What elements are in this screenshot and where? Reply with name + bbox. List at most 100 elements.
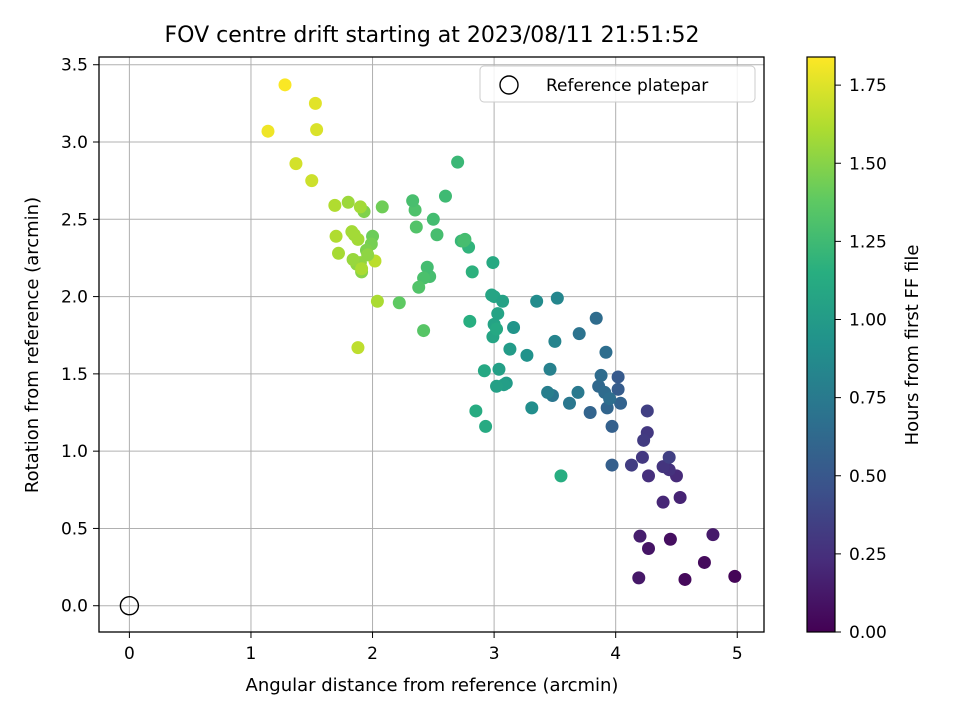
scatter-point: [361, 248, 375, 262]
colorbar-tick-label: 1.00: [849, 311, 887, 331]
scatter-point: [438, 189, 452, 203]
scatter-point: [507, 320, 521, 334]
x-tick-label: 1: [246, 644, 257, 664]
scatter-point: [420, 260, 434, 274]
scatter-point: [572, 327, 586, 341]
x-tick-label: 0: [124, 644, 135, 664]
scatter-point: [554, 469, 568, 483]
chart-title: FOV centre drift starting at 2023/08/11 …: [165, 23, 700, 48]
scatter-point: [486, 256, 500, 270]
scatter-point: [412, 280, 426, 294]
scatter-point: [430, 228, 444, 242]
scatter-point: [305, 174, 319, 188]
scatter-point: [346, 252, 360, 266]
axis-ticks: 0 1 2 3 4 5 0.0 0.5 1.0 1.5 2.0 2.5 3.0 3.5: [61, 56, 743, 664]
scatter-point: [611, 382, 625, 396]
scatter-point: [525, 401, 539, 415]
scatter-point: [451, 155, 465, 169]
scatter-point: [355, 262, 369, 276]
scatter-point: [479, 419, 493, 433]
scatter-point: [406, 194, 420, 208]
scatter-point: [530, 294, 544, 308]
scatter-point: [308, 96, 322, 110]
x-tick-label: 2: [367, 644, 378, 664]
scatter-point: [594, 368, 608, 382]
colorbar-tick-label: 0.75: [849, 389, 887, 409]
scatter-point: [463, 314, 477, 328]
scatter-point: [345, 225, 359, 239]
scatter-point: [392, 296, 406, 310]
y-tick-label: 3.0: [61, 133, 88, 153]
y-tick-label: 0.0: [61, 597, 88, 617]
x-axis-label: Angular distance from reference (arcmin): [246, 675, 619, 696]
scatter-point: [491, 307, 505, 321]
y-tick-label: 2.0: [61, 288, 88, 308]
scatter-point: [589, 311, 603, 325]
legend: Reference platepar: [479, 65, 756, 103]
scatter-point: [633, 529, 647, 543]
scatter-point: [278, 78, 292, 92]
scatter-point: [469, 404, 483, 418]
scatter-point: [490, 379, 504, 393]
scatter-point: [562, 396, 576, 410]
scatter-point: [353, 200, 367, 214]
scatter-point: [370, 294, 384, 308]
scatter-point: [603, 392, 617, 406]
scatter-point: [571, 385, 585, 399]
x-tick-label: 3: [489, 644, 500, 664]
scatter-point: [543, 362, 557, 376]
scatter-point: [656, 495, 670, 509]
scatter-point: [637, 433, 651, 447]
scatter-point: [351, 341, 365, 355]
scatter-point: [426, 212, 440, 226]
scatter-point: [465, 265, 479, 279]
scatter-point: [697, 555, 711, 569]
y-tick-label: 0.5: [61, 519, 88, 539]
scatter-point: [477, 364, 491, 378]
y-axis-label: Rotation from reference (arcmin): [22, 197, 43, 493]
legend-marker-open-circle: [499, 75, 519, 95]
scatter-point: [624, 458, 638, 472]
colorbar-tick-label: 1.50: [849, 154, 887, 174]
scatter-point: [673, 491, 687, 505]
colorbar-tick-label: 0.25: [849, 545, 887, 565]
y-tick-label: 1.5: [61, 365, 88, 385]
scatter-point: [261, 124, 275, 138]
scatter-point: [328, 198, 342, 212]
scatter-point: [656, 460, 670, 474]
scatter-point: [635, 450, 649, 464]
scatter-point: [329, 229, 343, 243]
scatter-point: [417, 324, 431, 338]
scatter-point: [583, 406, 597, 420]
colorbar-tick-label: 1.75: [849, 76, 887, 96]
scatter-point: [642, 542, 656, 556]
x-tick-label: 4: [610, 644, 621, 664]
colorbar-tick-label: 0.00: [849, 623, 887, 643]
scatter-point: [289, 157, 303, 171]
scatter-point: [550, 291, 564, 305]
scatter-point: [706, 528, 720, 542]
scatter-point: [642, 469, 656, 483]
colorbar-tick-label: 1.25: [849, 232, 887, 252]
plot-area-frame: [98, 56, 765, 633]
scatter-point: [520, 348, 534, 362]
scatter-point: [611, 370, 625, 384]
reference-platepar-marker: [119, 596, 140, 616]
y-tick-label: 3.5: [61, 56, 88, 76]
scatter-point: [605, 458, 619, 472]
scatter-point: [640, 404, 654, 418]
scatter-point: [341, 195, 355, 209]
scatter-point: [375, 200, 389, 214]
grid: [99, 57, 764, 632]
scatter-point: [728, 569, 742, 583]
legend-label: Reference platepar: [546, 76, 708, 96]
scatter-points: [261, 78, 742, 586]
scatter-point: [409, 220, 423, 234]
scatter-point: [457, 234, 471, 248]
scatter-point: [496, 294, 510, 308]
legend-box: [479, 65, 756, 103]
colorbar-tick-label: 0.50: [849, 467, 887, 487]
scatter-point: [541, 385, 555, 399]
